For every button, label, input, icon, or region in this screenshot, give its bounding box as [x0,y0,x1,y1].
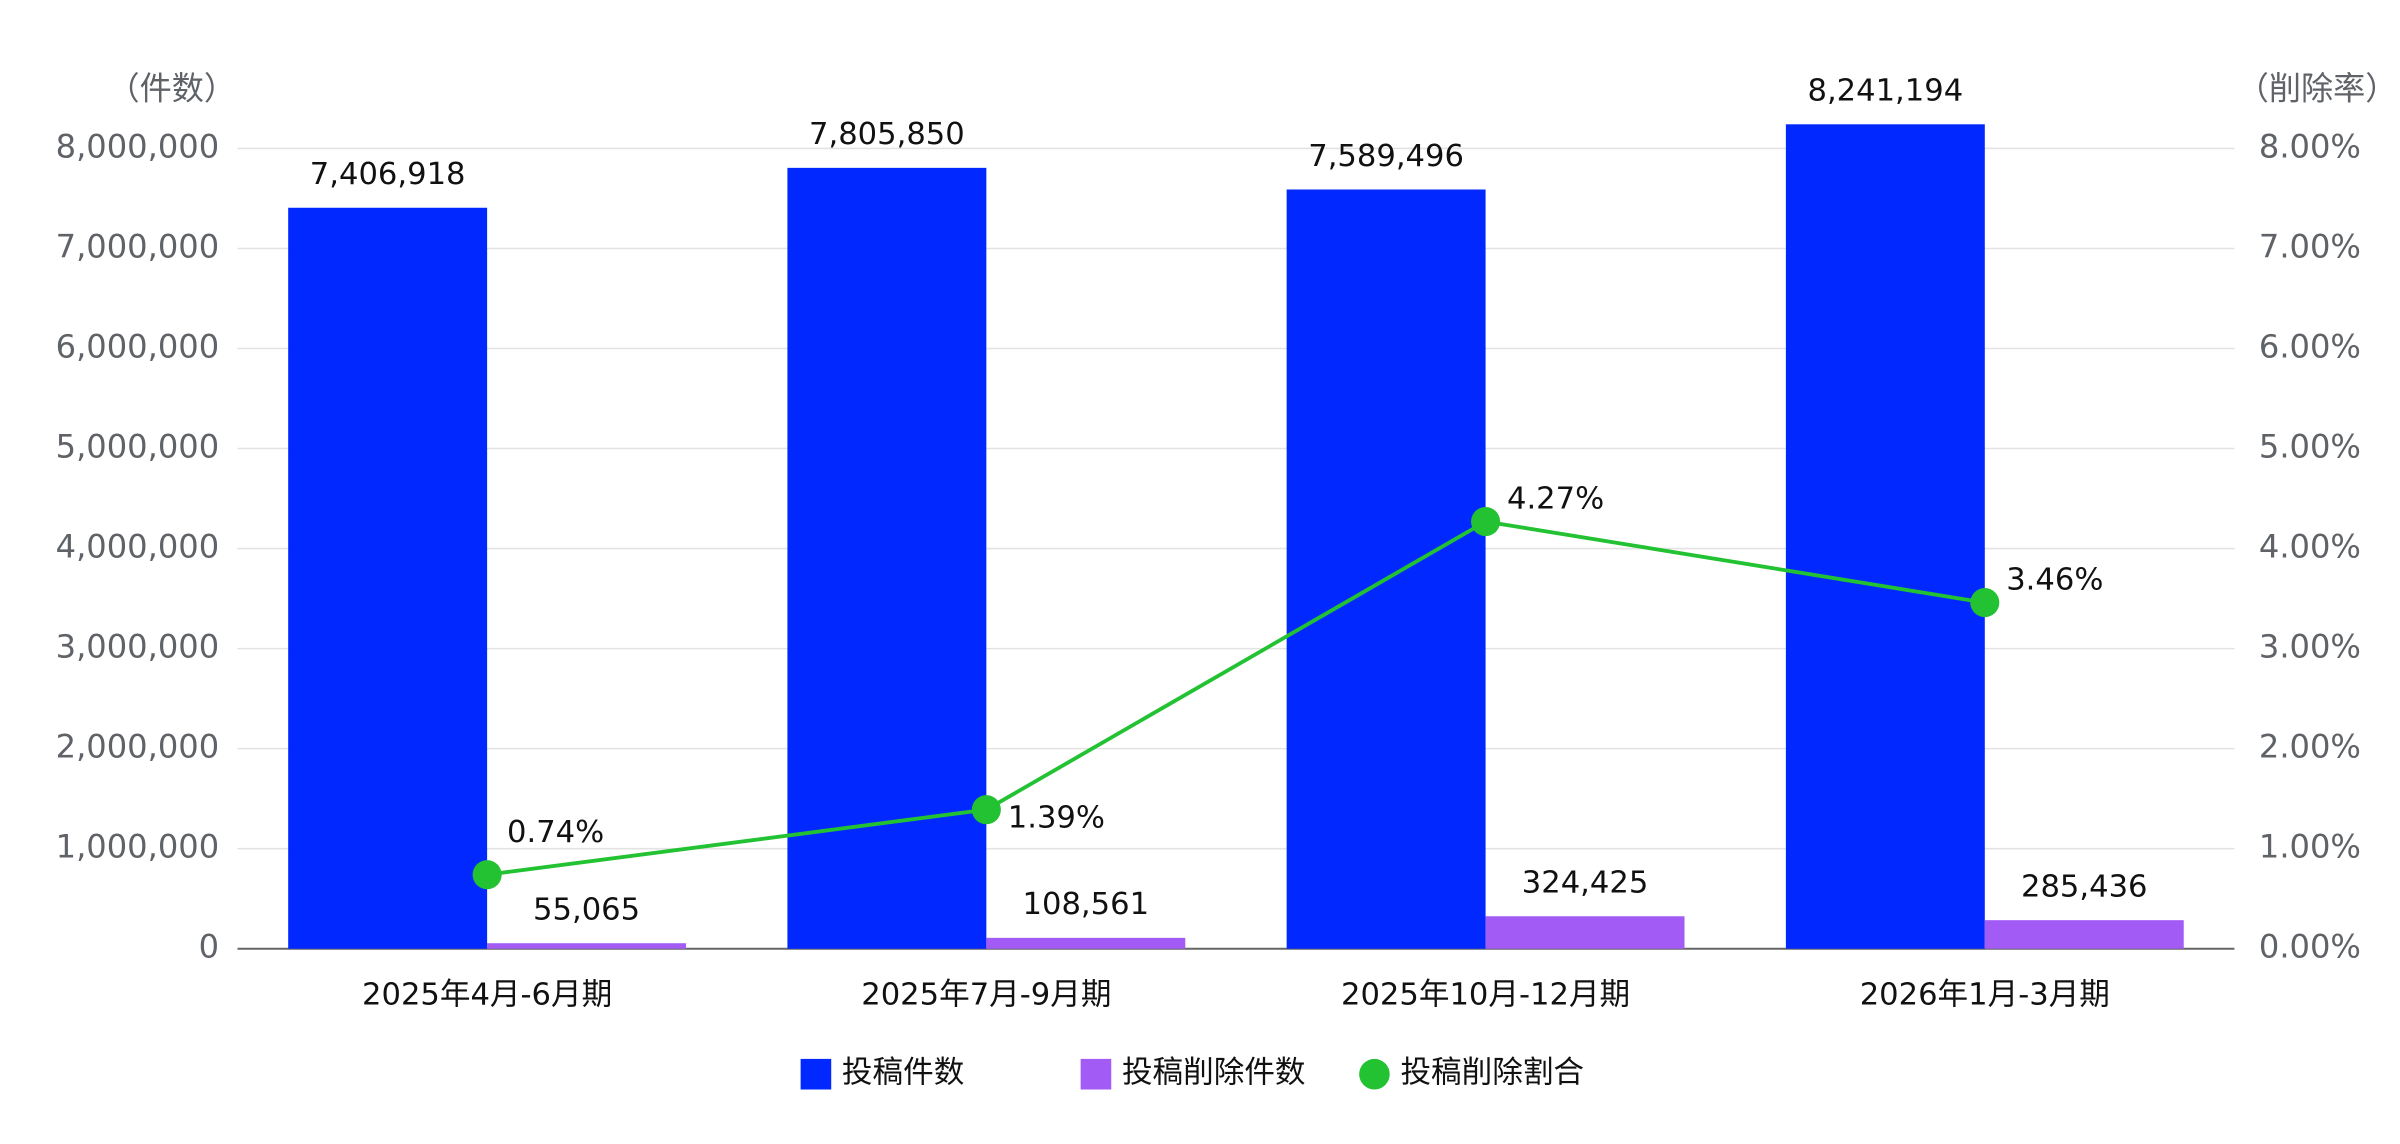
bar-value-label: 324,425 [1522,866,1649,901]
bar-value-label: 8,241,194 [1807,74,1963,109]
y-tick-label: 6,000,000 [56,328,220,366]
legend-label: 投稿削除件数 [1122,1056,1306,1091]
legend-label: 投稿削除割合 [1400,1056,1584,1091]
bar [1785,124,1985,949]
y-axis-label: （件数） [107,69,236,107]
bar-value-label: 7,406,918 [310,157,466,192]
y2-tick-label: 4.00% [2259,528,2361,566]
bar [986,937,1186,949]
line-point [1471,507,1501,537]
y2-axis-label: （削除率） [2237,69,2398,107]
bar-value-label: 108,561 [1023,887,1150,922]
line-point [971,795,1001,825]
x-tick-label: 2025年10月-12月期 [1341,978,1630,1013]
bar-value-label: 7,805,850 [809,117,965,152]
y2-tick-label: 5.00% [2259,428,2361,466]
legend-label: 投稿件数 [842,1056,964,1091]
line-point [1970,588,2000,618]
y-tick-label: 1,000,000 [56,828,220,866]
legend-marker [800,1058,832,1090]
y2-tick-label: 0.00% [2259,928,2361,966]
y-tick-label: 3,000,000 [56,628,220,666]
line [486,519,1986,877]
y-tick-label: 4,000,000 [56,528,220,566]
bar [487,943,687,949]
line-value-label: 1.39% [1008,800,1105,835]
bar-value-label: 7,589,496 [1308,139,1464,174]
bar [1485,916,1685,949]
line-point [472,860,502,890]
y2-tick-label: 6.00% [2259,328,2361,366]
y2-tick-label: 1.00% [2259,828,2361,866]
y-tick-label: 0 [199,928,219,966]
x-tick-label: 2025年7月-9月期 [861,978,1111,1013]
line-value-label: 0.74% [507,815,604,850]
x-tick-label: 2026年1月-3月期 [1860,978,2110,1013]
y-tick-label: 7,000,000 [56,227,220,265]
y2-tick-label: 7.00% [2259,227,2361,265]
y2-tick-label: 3.00% [2259,628,2361,666]
bar [787,167,987,949]
bar [1984,920,2184,949]
y2-tick-label: 8.00% [2259,127,2361,165]
line-value-label: 4.27% [1507,482,1604,517]
bar [288,207,488,949]
y-tick-label: 5,000,000 [56,428,220,466]
bar-value-label: 285,436 [2021,870,2148,905]
legend-marker [1359,1058,1390,1090]
line-value-label: 3.46% [2006,563,2103,598]
bar [1286,189,1486,949]
bar-value-label: 55,065 [533,893,640,928]
y2-tick-label: 2.00% [2259,728,2361,766]
x-tick-label: 2025年4月-6月期 [362,978,612,1013]
y-tick-label: 8,000,000 [56,127,220,165]
legend-marker [1080,1058,1112,1090]
y-tick-label: 2,000,000 [56,728,220,766]
